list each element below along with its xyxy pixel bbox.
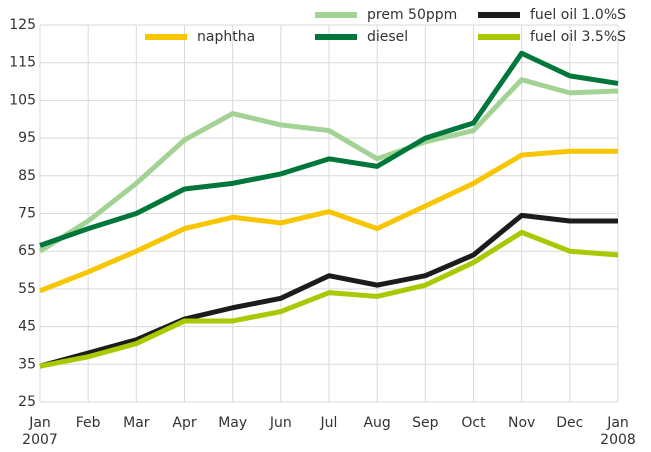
x-tick-label: Jan (606, 415, 629, 431)
y-tick-label: 95 (18, 130, 36, 146)
end-year: 2008 (600, 432, 636, 448)
y-tick-label: 105 (9, 92, 36, 108)
legend-label: prem 50ppm (367, 7, 457, 23)
series-line (39, 229, 619, 369)
x-tick-label: Apr (172, 415, 196, 431)
x-tick-label: Mar (123, 415, 150, 431)
y-tick-label: 115 (9, 55, 36, 71)
y-tick-label: 65 (18, 243, 36, 259)
y-tick-label: 125 (9, 17, 36, 33)
start-year: 2007 (22, 432, 58, 448)
x-tick-label: Jan (28, 415, 51, 431)
y-tick-label: 25 (18, 394, 36, 410)
x-tick-label: Dec (556, 415, 583, 431)
legend-label: fuel oil 3.5%S (530, 29, 626, 45)
y-tick-label: 55 (18, 281, 36, 297)
x-tick-label: Jun (269, 415, 292, 431)
series-line (38, 77, 619, 254)
x-tick-label: Oct (461, 415, 486, 431)
x-tick-label: Aug (363, 415, 390, 431)
y-tick-label: 85 (18, 168, 36, 184)
series-line (39, 212, 618, 369)
y-tick-label: 35 (18, 356, 36, 372)
legend-label: naphtha (197, 29, 255, 45)
legend-label: fuel oil 1.0%S (530, 7, 626, 23)
y-tick-label: 75 (18, 206, 36, 222)
y-tick-label: 45 (18, 319, 36, 335)
x-tick-label: May (218, 415, 247, 431)
x-tick-label: Feb (76, 415, 101, 431)
x-tick-label: Nov (508, 415, 535, 431)
x-tick-label: Sep (412, 415, 439, 431)
series-line (39, 50, 619, 248)
x-tick-label: Jul (320, 415, 338, 431)
series-line (39, 148, 618, 294)
legend-label: diesel (367, 29, 408, 45)
